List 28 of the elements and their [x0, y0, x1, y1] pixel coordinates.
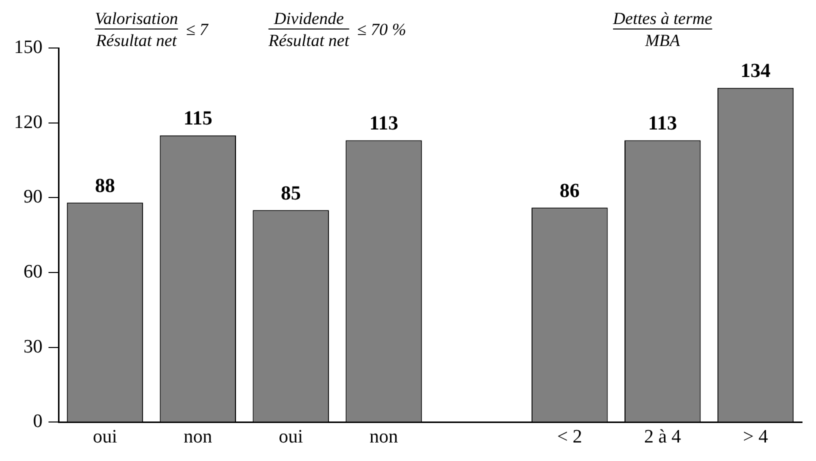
data-label: 85 [280, 182, 301, 204]
x-tick-label: > 4 [743, 426, 769, 448]
x-tick-label: non [370, 426, 399, 448]
annotation: MBA [644, 31, 681, 50]
text: ≤ 7 [186, 20, 210, 39]
data-label: 86 [560, 180, 580, 202]
annotation: Résultat net [95, 31, 178, 50]
text: Dettes à terme [612, 9, 713, 28]
x-tick-label: non [184, 426, 213, 448]
data-label: 113 [648, 112, 678, 134]
x-tick-label: < 2 [557, 426, 582, 448]
y-tick-label: 30 [24, 336, 42, 358]
text: Dividende [272, 9, 344, 28]
annotation: Résultat net [267, 31, 350, 50]
x-tick-label: oui [92, 426, 118, 448]
y-tick-label: 60 [24, 262, 42, 283]
data-label: 115 [183, 107, 212, 130]
y-tick-label: 90 [24, 186, 42, 208]
data-label: 134 [740, 60, 771, 82]
y-tick-label: 120 [14, 112, 42, 133]
text: Valorisation [94, 9, 178, 28]
data-label: 88 [94, 174, 115, 197]
y-tick-label: 0 [33, 411, 42, 432]
data-label: 113 [369, 112, 398, 134]
x-tick-label: 2 à 4 [644, 426, 682, 448]
y-tick-label: 150 [14, 36, 42, 58]
x-tick-label: oui [278, 426, 303, 448]
text: ≤ 70 % [357, 20, 406, 39]
